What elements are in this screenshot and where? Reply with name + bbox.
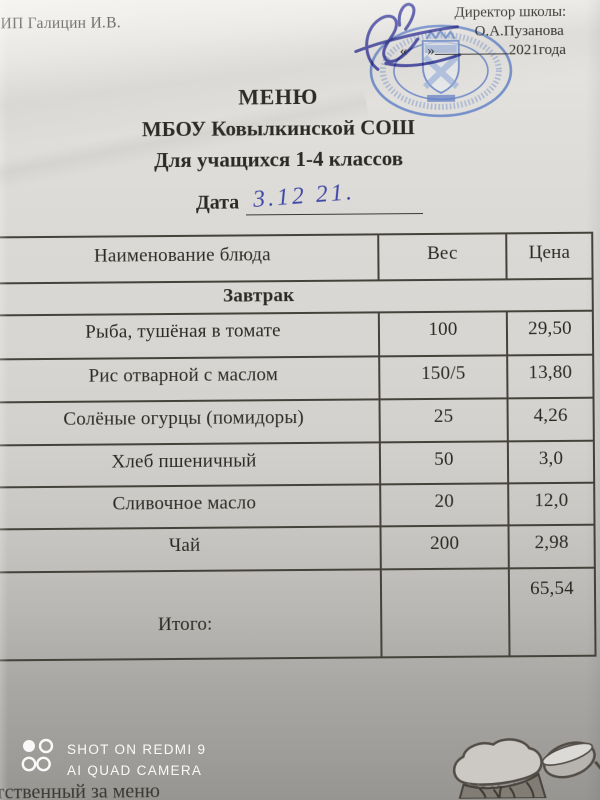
section-row-breakfast: Завтрак <box>0 279 592 317</box>
dish-price: 2,98 <box>507 525 594 568</box>
table-row: Рыба, тушёная в томате 100 29,50 <box>0 311 593 361</box>
total-label: Итого: <box>157 613 213 636</box>
dish-weight: 200 <box>379 526 508 569</box>
menu-title: МЕНЮ <box>238 83 319 110</box>
watermark-text: SHOT ON REDMI 9 AI QUAD CAMERA <box>67 739 206 781</box>
section-label: Завтрак <box>222 285 295 307</box>
document-title-block: МЕНЮ МБОУ Ковылкинской СОШ Для учащихся … <box>68 83 489 174</box>
dish-name: Чай <box>168 534 201 557</box>
dish-price: 13,80 <box>506 355 593 398</box>
year-blank-line: « » 2021года <box>400 40 566 60</box>
dish-name: Солёные огурцы (помидоры) <box>63 406 304 430</box>
vendor-name: ИП Галицин И.В. <box>0 14 122 33</box>
redmi-quad-camera-icon <box>21 738 54 772</box>
director-title: Директор школы: <box>454 3 567 21</box>
school-name: МБОУ Ковылкинской СОШ <box>141 115 415 142</box>
responsible-partial-text: тственный за меню <box>0 780 160 800</box>
table-header-row: Наименование блюда Вес Цена <box>0 233 592 285</box>
camera-watermark: SHOT ON REDMI 9 AI QUAD CAMERA <box>20 736 206 781</box>
total-row: Итого: 65,54 <box>0 568 595 662</box>
director-name: О.А.Пузанова <box>474 22 564 40</box>
table-row: Солёные огурцы (помидоры) 25 4,26 <box>0 398 593 447</box>
year-text: 2021года <box>508 41 566 59</box>
dish-price: 3,0 <box>506 441 594 483</box>
handwritten-date: 3.12 21. <box>252 179 356 213</box>
table-row: Чай 200 2,98 <box>0 525 594 574</box>
audience-line: Для учащихся 1-4 классов <box>154 146 404 173</box>
table-row: Рис отварной с маслом 150/5 13,80 <box>0 355 593 404</box>
menu-table: Наименование блюда Вес Цена Завтрак Рыба… <box>0 231 597 662</box>
total-weight-empty <box>379 569 509 657</box>
dish-weight: 100 <box>377 312 507 356</box>
dish-name: Рис отварной с маслом <box>88 364 279 387</box>
dish-weight: 50 <box>378 442 508 484</box>
table-row: Сливочное масло 20 12,0 <box>0 483 594 531</box>
date-underline <box>246 213 424 216</box>
column-header-price: Цена <box>505 233 592 279</box>
open-quote: « <box>399 43 408 60</box>
dish-weight: 150/5 <box>378 356 507 399</box>
dish-price: 29,50 <box>505 311 593 355</box>
dish-name: Рыба, тушёная в томате <box>85 320 281 343</box>
dish-name: Сливочное масло <box>112 492 257 515</box>
dish-weight: 20 <box>379 484 508 526</box>
watermark-line2: AI QUAD CAMERA <box>67 763 203 778</box>
month-blank-underline <box>434 40 509 55</box>
total-value: 65,54 <box>507 568 595 656</box>
dish-price: 4,26 <box>506 398 593 441</box>
close-quote: » <box>427 42 435 59</box>
table-row: Хлеб пшеничный 50 3,0 <box>0 441 594 489</box>
watermark-line1: SHOT ON REDMI 9 <box>67 742 207 757</box>
chef-sketch-drawing <box>452 738 600 799</box>
dish-price: 12,0 <box>507 483 594 525</box>
date-label: Дата <box>195 191 240 214</box>
column-header-name: Наименование блюда <box>93 244 271 267</box>
dish-name: Хлеб пшеничный <box>111 450 257 473</box>
dish-weight: 25 <box>378 399 507 442</box>
column-header-weight: Вес <box>377 234 506 280</box>
